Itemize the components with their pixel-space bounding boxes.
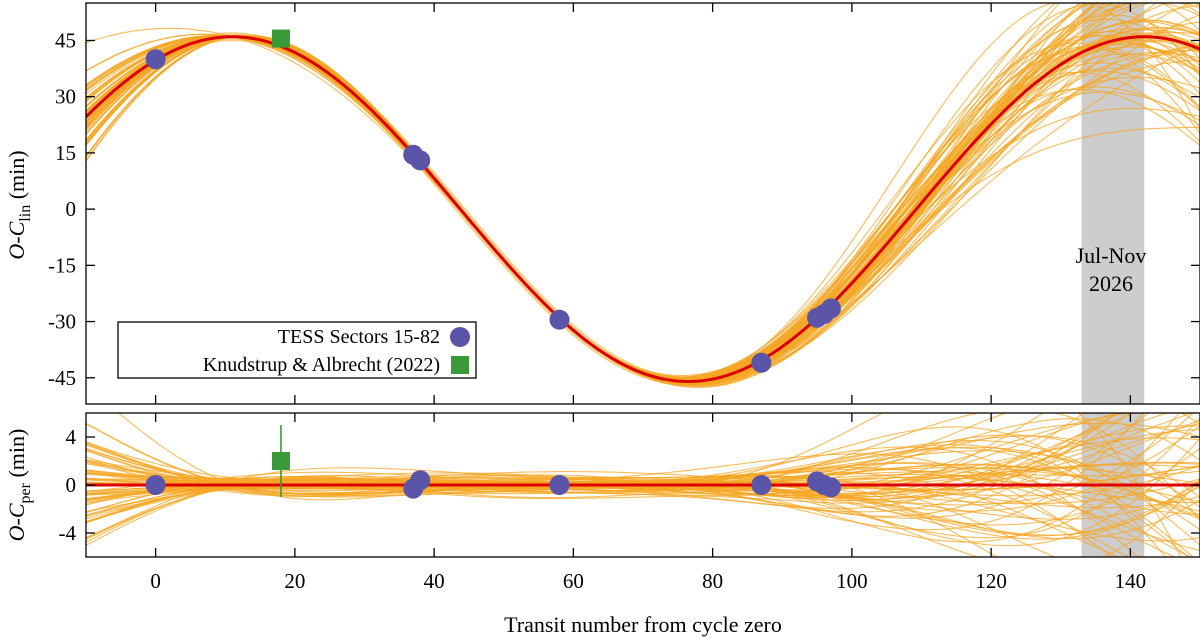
- bottom-x-ticks: [154, 413, 1132, 557]
- x-tick-label: 100: [836, 569, 868, 593]
- bottom-panel: -4 0 4 O-Cper (min): [4, 412, 1200, 558]
- x-tick-label: 0: [150, 569, 161, 593]
- knudstrup-point: [271, 29, 290, 48]
- x-tick-label: 80: [702, 569, 723, 593]
- y-tick-label: 4: [66, 425, 77, 449]
- bottom-sample-curves: [86, 413, 1200, 557]
- top-data-points: [145, 29, 841, 373]
- sample-curve: [86, 423, 1167, 557]
- tess-point: [410, 470, 431, 491]
- annotation-line-2: 2026: [1089, 271, 1133, 296]
- model-line: [86, 35, 1200, 383]
- legend: TESS Sectors 15-82 Knudstrup & Albrecht …: [117, 321, 477, 379]
- top-model-curve: [86, 32, 1200, 386]
- x-tick-label: 120: [975, 569, 1007, 593]
- tess-point: [751, 352, 772, 373]
- x-tick-labels: 0 20 40 60 80 100 120 140: [150, 569, 1146, 593]
- legend-entry-knudstrup: Knudstrup & Albrecht (2022): [203, 354, 440, 376]
- top-y-label: O-Clin (min): [4, 150, 34, 259]
- tess-point: [751, 475, 772, 495]
- sample-curve: [117, 413, 1182, 557]
- annotation-line-1: Jul-Nov: [1076, 243, 1147, 268]
- sample-curve: [86, 464, 1200, 496]
- x-tick-label: 40: [424, 569, 445, 593]
- x-tick-label: 60: [563, 569, 584, 593]
- knudstrup-point: [271, 452, 290, 470]
- y-tick-label: -4: [59, 521, 77, 545]
- top-y-ticks: -45 -30 -15 0 15 30 45: [48, 28, 1200, 390]
- legend-marker-circle: [450, 327, 470, 347]
- top-x-ticks: [154, 3, 1132, 404]
- y-tick-label: -30: [48, 310, 76, 334]
- annotation-jul-nov-2026: Jul-Nov 2026: [1076, 243, 1147, 296]
- tess-point: [549, 475, 570, 495]
- top-frame: [85, 2, 1200, 405]
- tess-point: [820, 477, 841, 498]
- bottom-y-label: O-Cper (min): [4, 429, 34, 542]
- tess-point: [410, 150, 431, 171]
- y-tick-label: 0: [66, 197, 77, 221]
- x-tick-label: 140: [1115, 569, 1147, 593]
- legend-box: [117, 321, 477, 379]
- y-tick-label: 0: [66, 473, 77, 497]
- y-tick-label: 15: [55, 141, 76, 165]
- legend-marker-square: [451, 356, 469, 374]
- tess-point: [145, 475, 166, 495]
- bottom-y-ticks: -4 0 4: [59, 425, 1200, 545]
- bottom-data-points: [145, 425, 841, 499]
- sample-curve: [86, 413, 1200, 521]
- x-axis-label: Transit number from cycle zero: [504, 612, 782, 637]
- tess-point: [820, 298, 841, 319]
- y-tick-label: 45: [55, 28, 76, 52]
- y-tick-label: -45: [48, 366, 76, 390]
- y-tick-label: 30: [55, 85, 76, 109]
- tess-point: [145, 49, 166, 70]
- top-panel: -45 -30 -15 0 15 30 45 O-Clin (min) Jul-Nov 20…: [4, 2, 1200, 405]
- tess-point: [549, 309, 570, 330]
- legend-entry-tess: TESS Sectors 15-82: [278, 326, 440, 348]
- y-tick-label: -15: [48, 253, 76, 277]
- x-tick-label: 20: [284, 569, 305, 593]
